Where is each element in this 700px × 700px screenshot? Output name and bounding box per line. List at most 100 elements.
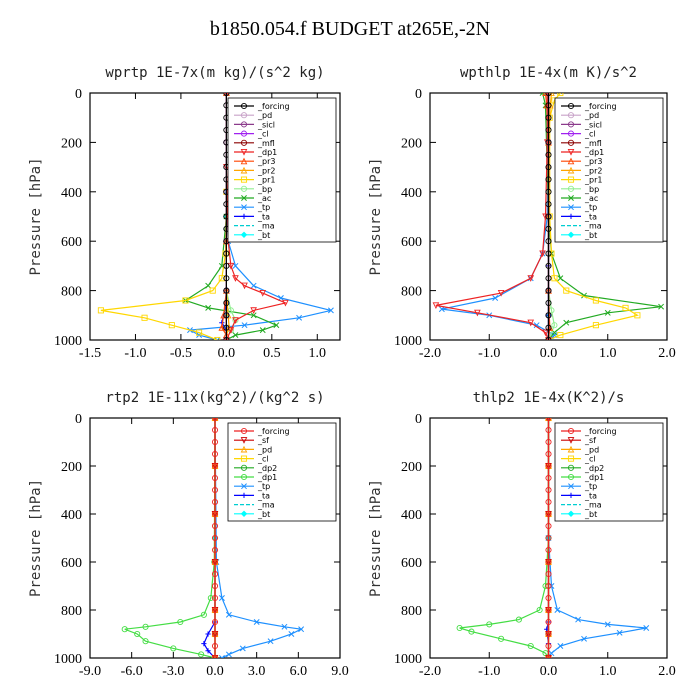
data-point [211, 654, 219, 658]
data-point [557, 93, 564, 97]
data-point [223, 299, 230, 307]
legend-label: _ma [584, 501, 602, 510]
x-tick-label: 0.0 [540, 346, 558, 361]
data-point [259, 290, 267, 297]
data-point [253, 619, 260, 625]
data-point [298, 626, 305, 633]
data-point [492, 295, 499, 301]
data-point [223, 93, 230, 97]
x-tick-label: -1.0 [478, 664, 500, 679]
data-point [142, 638, 149, 645]
legend-marker [240, 176, 248, 183]
y-tick-label: 600 [401, 556, 422, 571]
data-point [545, 151, 552, 158]
y-tick-label: 0 [75, 412, 82, 427]
legend-marker [241, 492, 247, 498]
data-point [142, 623, 149, 630]
data-point [211, 618, 219, 626]
x-tick-label: 0.0 [206, 664, 224, 679]
data-point [527, 319, 535, 327]
data-point [497, 290, 505, 297]
legend-label: _tp [257, 203, 270, 212]
legend-label: _forcing [584, 427, 617, 436]
x-tick-label: 0.5 [263, 346, 281, 361]
legend-label: _cl [257, 455, 269, 464]
data-point [545, 176, 552, 183]
data-point [200, 611, 207, 618]
y-axis-label: Pressure [hPa] [368, 157, 384, 275]
legend-marker [567, 510, 575, 518]
legend-label: _sf [584, 436, 596, 445]
x-tick-label: 9.0 [331, 664, 349, 679]
data-point [474, 309, 481, 317]
legend-label: _pd [584, 445, 599, 454]
data-point [211, 450, 219, 458]
data-point [563, 319, 570, 326]
y-tick-label: 400 [61, 186, 82, 201]
data-point [134, 630, 141, 638]
data-point [288, 631, 295, 637]
data-point [211, 486, 219, 494]
data-point [551, 275, 558, 282]
data-point [211, 438, 219, 446]
legend-marker [241, 204, 247, 211]
data-point [581, 635, 588, 642]
data-point [267, 638, 274, 645]
data-point [223, 262, 230, 269]
legend-label: _bp [584, 185, 599, 194]
legend-marker [567, 112, 575, 119]
data-point [205, 282, 212, 289]
legend-marker [567, 176, 575, 183]
y-tick-label: 400 [61, 508, 82, 523]
data-point [634, 312, 641, 319]
y-tick-label: 800 [401, 285, 422, 300]
series-group [432, 93, 665, 340]
data-point [498, 635, 505, 642]
data-point [545, 336, 552, 340]
data-point [241, 322, 248, 329]
legend-label: _bp [257, 185, 272, 194]
x-tick-label: -6.0 [121, 664, 143, 679]
data-point [211, 418, 219, 422]
legend-label: _ma [257, 222, 275, 231]
legend-marker [567, 139, 575, 146]
legend-marker [567, 445, 575, 453]
data-point [205, 648, 211, 654]
data-point [168, 322, 175, 329]
legend-label: _tp [257, 482, 270, 491]
legend-label: _pr3 [584, 157, 602, 166]
series-line [435, 93, 550, 340]
data-point [545, 426, 552, 434]
legend-label: _dp1 [257, 473, 277, 482]
series-line [214, 418, 304, 658]
legend-marker [240, 112, 248, 119]
data-point [211, 570, 219, 578]
x-tick-label: 1.0 [599, 664, 617, 679]
legend-label: _forcing [257, 102, 290, 111]
data-point [545, 510, 552, 518]
data-point [515, 616, 522, 623]
panel-title: rtp2 1E-11x(kg^2)/(kg^2 s) [105, 390, 324, 406]
data-point [273, 322, 280, 329]
data-point [227, 262, 235, 270]
data-point [218, 275, 225, 282]
x-tick-label: -2.0 [419, 346, 441, 361]
legend-marker [240, 102, 248, 110]
series-line [100, 93, 227, 340]
data-point [554, 607, 561, 613]
data-point [223, 312, 230, 319]
legend-marker [240, 148, 248, 156]
legend-marker [567, 121, 575, 128]
series-group [97, 93, 334, 340]
data-point [182, 297, 189, 304]
legend-label: _forcing [584, 102, 617, 111]
data-point [545, 450, 552, 458]
data-point [259, 327, 266, 334]
legend-marker [240, 445, 248, 453]
data-point [223, 250, 230, 257]
data-point [545, 606, 552, 614]
x-tick-label: -9.0 [79, 664, 101, 679]
data-point [211, 474, 219, 482]
data-point [486, 621, 493, 628]
